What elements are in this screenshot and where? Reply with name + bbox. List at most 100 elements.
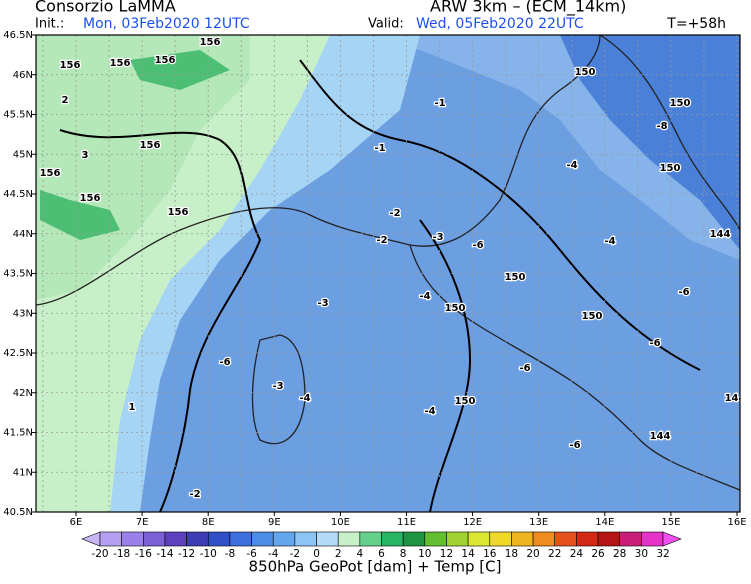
colorbar-label: 28 (613, 548, 626, 560)
lat-label: 46N (13, 70, 33, 81)
temp-field (560, 35, 740, 250)
colorbar-label: 24 (570, 548, 584, 560)
colorbar-swatch (381, 531, 404, 547)
geopotential-contour (59, 59, 701, 512)
contour-label: 144 (725, 393, 746, 404)
contour-label: 156 (60, 60, 81, 71)
lon-label: 13E (529, 517, 548, 528)
colorbar-label: -4 (268, 548, 279, 560)
colorbar-label: 18 (505, 548, 518, 560)
colorbar-swatch (294, 531, 317, 547)
contour-labels: 156 156 156 156 156 156 156 156 150 150 150 150 150 1… (38, 36, 746, 502)
colorbar-swatch (186, 531, 209, 547)
colorbar-label: 4 (357, 548, 364, 560)
colorbar-swatch (272, 531, 296, 547)
title: Consorzio LaMMA (35, 0, 176, 16)
lat-label: 45N (13, 149, 33, 160)
colorbar-label: -10 (200, 548, 217, 560)
colorbar-label: 16 (483, 548, 497, 560)
contour-label: 156 (140, 140, 161, 151)
contour-label: -1 (374, 143, 385, 154)
colorbar-swatch (467, 531, 491, 547)
colorbar-swatch (229, 531, 252, 547)
contour-label: 144 (650, 431, 671, 442)
grid (36, 35, 740, 512)
lat-label: 46.5N (3, 30, 33, 41)
colorbar-label: -8 (225, 548, 235, 560)
contour-label: -3 (272, 381, 283, 392)
contour-label: -2 (189, 489, 200, 500)
contour-label: -4 (424, 406, 435, 417)
contour-label: -6 (219, 357, 230, 368)
colorbar-swatch (597, 531, 620, 547)
colorbar-label: -14 (156, 548, 173, 560)
contour-label: -4 (299, 393, 310, 404)
colorbar-label: 20 (526, 548, 539, 560)
colorbar-swatch (359, 531, 382, 547)
init-label: Init.: (35, 17, 64, 32)
contour-label: -1 (434, 98, 445, 109)
temp-field (40, 50, 230, 240)
model: ARW 3km – (ECM_14km) (430, 0, 626, 17)
contour-label: 156 (80, 193, 101, 204)
colorbar-over (662, 531, 682, 547)
colorbar-label: 32 (656, 548, 669, 560)
lon-label: 11E (397, 517, 416, 528)
colorbar-swatch (446, 531, 469, 547)
contour-label: 144 (710, 229, 731, 240)
contour-label: -6 (678, 287, 689, 298)
lead-time: T=+58h (666, 16, 726, 32)
valid-value: Wed, 05Feb2020 22UTC (416, 16, 584, 32)
colorbar-swatch (554, 531, 577, 547)
contour-label: 1 (129, 402, 136, 413)
lat-label: 43N (13, 308, 33, 319)
colorbar-swatch (143, 531, 166, 547)
colorbar-label: 8 (400, 548, 407, 560)
lat-label: 45.5N (3, 110, 33, 121)
colorbar-swatch (511, 531, 534, 547)
lon-label: 14E (595, 517, 614, 528)
colorbar-swatch (532, 531, 556, 547)
contour-label: 156 (168, 207, 189, 218)
valid-label: Valid: (368, 17, 404, 32)
contour-label: -2 (389, 208, 400, 219)
colorbar-swatch (251, 531, 274, 547)
contour-label: 156 (155, 55, 176, 66)
contour-label: 156 (40, 168, 61, 179)
lat-label: 44.5N (3, 189, 33, 200)
lon-label: 12E (463, 517, 482, 528)
contour-label: 150 (445, 303, 466, 314)
colorbar-label: -18 (113, 548, 130, 560)
colorbar-label: -12 (178, 548, 195, 560)
lat-label: 44N (13, 229, 33, 240)
colorbar-label: 10 (418, 548, 431, 560)
colorbar-label: 14 (461, 548, 475, 560)
colorbar-label: 6 (378, 548, 385, 560)
contour-label: -6 (649, 338, 660, 349)
colorbar-swatch (424, 531, 447, 547)
colorbar-swatch (641, 531, 664, 547)
contour-label: 150 (505, 272, 526, 283)
contour-label: -3 (317, 298, 328, 309)
colorbar-label: 2 (335, 548, 342, 560)
map: 156 156 156 156 156 156 156 156 150 150 150 150 150 1… (36, 35, 746, 512)
colorbar-swatch (489, 531, 512, 547)
contour-label: 150 (670, 98, 691, 109)
contour-label: -2 (376, 235, 387, 246)
contour-label: 150 (575, 67, 596, 78)
colorbar-swatch (576, 531, 599, 547)
colorbar-swatch (619, 531, 642, 547)
contour-label: 156 (110, 58, 131, 69)
lat-label: 42N (13, 388, 33, 399)
contour-label: -8 (656, 121, 667, 132)
contour-label: 156 (200, 37, 221, 48)
colorbar-swatch (121, 531, 144, 547)
colorbar-swatch (402, 531, 426, 547)
contour-label: -4 (566, 160, 577, 171)
colorbar-label: 12 (440, 548, 453, 560)
colorbar-label: 22 (548, 548, 561, 560)
colorbar: -20 -18 -16 -14 -12 -10 -8 -6 -4 -2 0 2 4 6 8 10 12 14 16 1… (81, 531, 682, 560)
lon-label: 6E (70, 517, 83, 528)
colorbar-label: -16 (135, 548, 152, 560)
lon-label: 8E (202, 517, 215, 528)
